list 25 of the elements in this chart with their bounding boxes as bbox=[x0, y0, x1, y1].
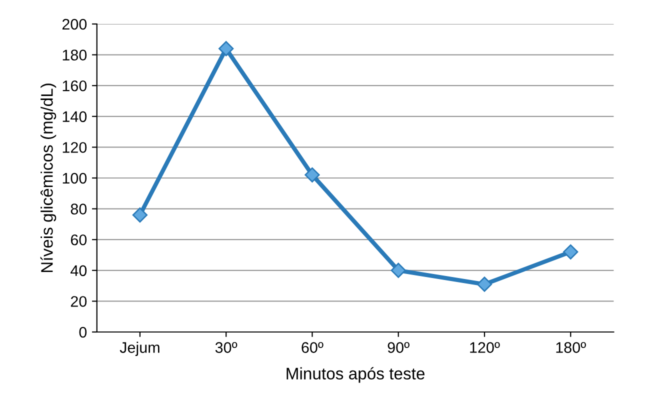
y-tick-label: 120 bbox=[62, 142, 87, 153]
y-tick-label: 100 bbox=[62, 172, 87, 184]
x-tick-label: 90º bbox=[388, 342, 410, 353]
y-tick-label: 140 bbox=[62, 111, 87, 122]
y-tick-label: 80 bbox=[70, 204, 87, 214]
y-tick-label: 40 bbox=[70, 265, 87, 276]
x-tick-label: 180º bbox=[556, 342, 586, 353]
point bbox=[218, 41, 234, 56]
x-axis-title: Minutos após teste bbox=[286, 367, 425, 383]
y-axis-title: Níveis glicêmicos (mg/dL) bbox=[40, 84, 56, 272]
y-tick-label: 60 bbox=[70, 234, 87, 246]
x-tick-label: 60º bbox=[302, 342, 324, 353]
point bbox=[304, 167, 320, 182]
y-tick-label: 20 bbox=[70, 296, 87, 307]
point bbox=[390, 262, 406, 278]
y-tick-label: 160 bbox=[62, 80, 87, 92]
point bbox=[132, 207, 148, 223]
y-tick-label: 200 bbox=[62, 18, 87, 30]
y-tick-label: 180 bbox=[62, 50, 87, 60]
point bbox=[563, 244, 578, 260]
x-tick-label: Jejum bbox=[120, 342, 160, 356]
x-tick-label: 30º bbox=[215, 342, 238, 353]
point bbox=[476, 276, 492, 292]
y-tick-label: 0 bbox=[79, 326, 87, 338]
x-tick-label: 120º bbox=[470, 342, 500, 353]
